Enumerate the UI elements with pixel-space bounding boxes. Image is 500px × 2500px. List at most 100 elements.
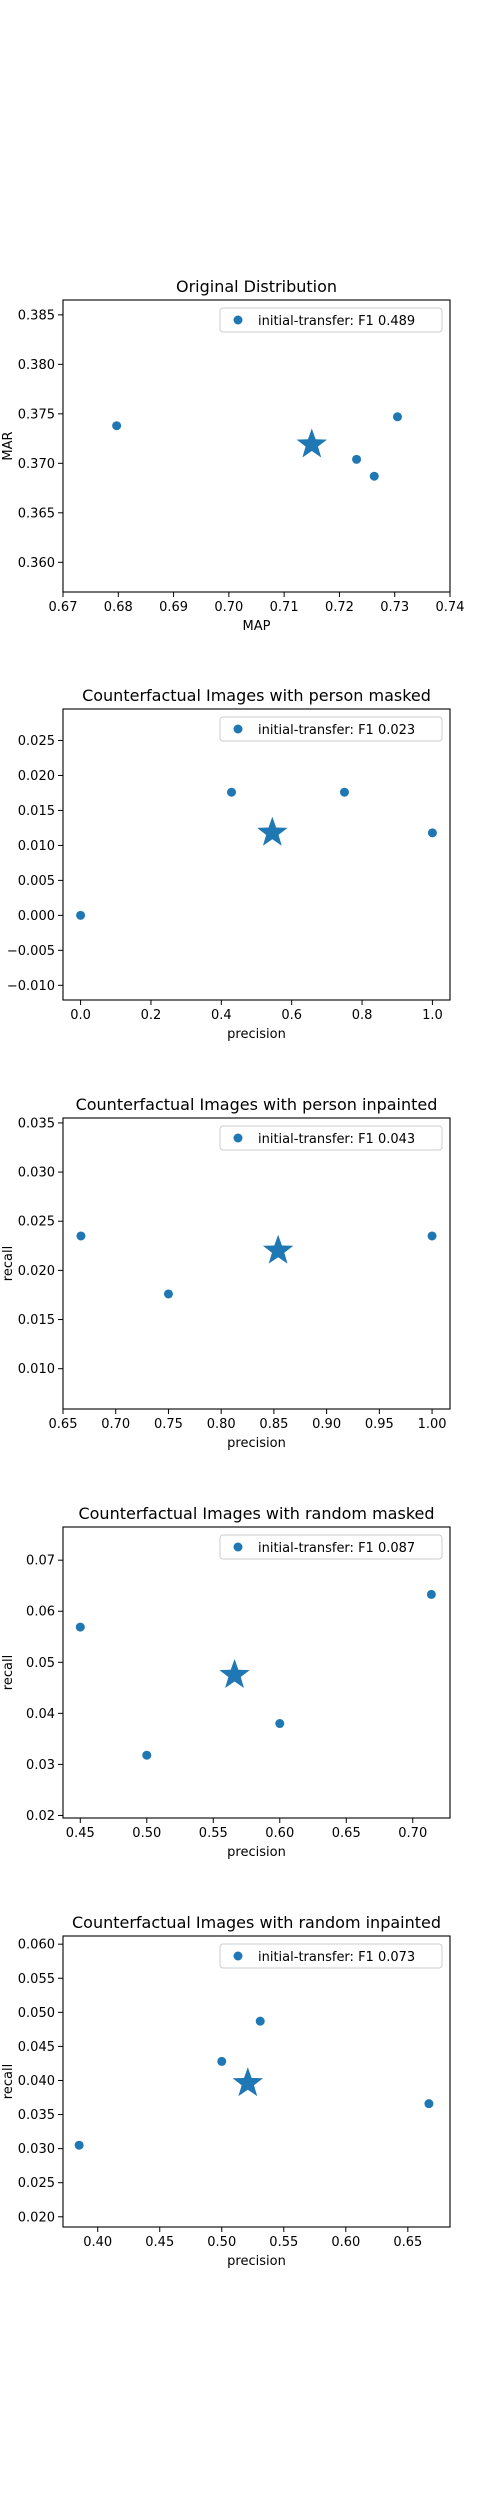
data-point: [369, 471, 379, 481]
mean-star-marker: [257, 816, 288, 846]
y-tick-label: 0.385: [18, 308, 55, 323]
mean-star-marker: [232, 2067, 264, 2097]
chart-title: Counterfactual Images with random inpain…: [72, 1913, 441, 1932]
y-tick-label: −0.005: [7, 944, 55, 959]
chart-title: Counterfactual Images with person inpain…: [76, 1095, 438, 1114]
data-point: [76, 910, 86, 920]
x-tick-label: 0.67: [49, 600, 78, 615]
x-tick-label: 0.85: [259, 1417, 288, 1432]
chart-panel-3: Counterfactual Images with person inpain…: [1, 1095, 451, 1451]
data-point: [392, 412, 402, 422]
chart-panel-5: Counterfactual Images with random inpain…: [1, 1913, 451, 2269]
y-tick-label: 0.060: [18, 1938, 55, 1953]
y-tick-label: 0.010: [18, 1362, 55, 1377]
y-tick-label: 0.030: [18, 2142, 55, 2157]
x-tick-label: 0.45: [145, 2235, 174, 2250]
y-tick-label: 0.380: [18, 358, 55, 373]
x-axis-label: precision: [227, 1845, 286, 1860]
x-tick-label: 0.4: [211, 1008, 232, 1023]
axes-frame: [62, 1935, 451, 2228]
axes-frame: [62, 1526, 451, 1819]
legend-marker: [233, 315, 243, 325]
y-tick-label: 0.020: [18, 1264, 55, 1279]
y-tick-label: 0.365: [18, 506, 55, 521]
x-tick-label: 0.68: [104, 600, 133, 615]
data-point: [339, 787, 349, 797]
legend-box: [219, 1943, 443, 1969]
x-tick-label: 0.55: [199, 1826, 228, 1841]
axes-frame: [62, 708, 451, 1001]
x-axis-label: precision: [227, 1027, 286, 1042]
mean-star-marker: [296, 428, 327, 458]
legend: initial-transfer: F1 0.489: [219, 307, 443, 333]
legend: initial-transfer: F1 0.073: [219, 1943, 443, 1969]
legend: initial-transfer: F1 0.043: [219, 1125, 443, 1151]
x-tick-label: 1.00: [418, 1417, 447, 1432]
y-tick-label: 0.05: [26, 1656, 55, 1671]
x-tick-label: 0.60: [265, 1826, 294, 1841]
legend-marker: [233, 1951, 243, 1961]
data-point: [112, 421, 122, 431]
y-axis-label: recall: [1, 1655, 16, 1690]
y-tick-label: 0.025: [18, 1215, 55, 1230]
y-tick-label: 0.04: [26, 1707, 55, 1722]
x-tick-label: 0.65: [332, 1826, 361, 1841]
y-tick-label: 0.050: [18, 2006, 55, 2021]
y-tick-label: 0.045: [18, 2040, 55, 2055]
data-point: [142, 1750, 152, 1760]
x-tick-label: 0.90: [312, 1417, 341, 1432]
y-axis-label: MAR: [1, 431, 16, 460]
y-tick-label: 0.020: [18, 769, 55, 784]
legend-label: initial-transfer: F1 0.087: [258, 1541, 415, 1556]
x-axis-label: precision: [227, 2254, 286, 2269]
data-point: [76, 1231, 86, 1241]
data-point: [75, 1622, 85, 1632]
x-tick-label: 0.40: [83, 2235, 112, 2250]
x-tick-label: 0.70: [101, 1417, 130, 1432]
x-tick-label: 0.75: [154, 1417, 183, 1432]
chart-title: Counterfactual Images with person masked: [82, 686, 431, 705]
y-tick-label: 0.03: [26, 1758, 55, 1773]
y-tick-label: 0.06: [26, 1605, 55, 1620]
data-point: [352, 454, 362, 464]
x-tick-label: 0.65: [393, 2235, 422, 2250]
y-tick-label: 0.000: [18, 909, 55, 924]
x-tick-label: 0.55: [269, 2235, 298, 2250]
x-tick-label: 0.0: [70, 1008, 91, 1023]
chart-title: Original Distribution: [176, 277, 337, 296]
mean-star-marker: [219, 1659, 250, 1688]
chart-panel-2: Counterfactual Images with person masked…: [7, 686, 451, 1042]
y-tick-label: 0.035: [18, 1116, 55, 1131]
legend: initial-transfer: F1 0.023: [219, 716, 443, 742]
y-tick-label: 0.005: [18, 874, 55, 889]
y-tick-label: 0.02: [26, 1809, 55, 1824]
data-point: [217, 2056, 227, 2066]
y-axis-label: recall: [1, 1246, 16, 1281]
x-tick-label: 0.65: [49, 1417, 78, 1432]
data-point: [255, 2016, 265, 2026]
y-tick-label: 0.020: [18, 2210, 55, 2225]
data-point: [427, 828, 437, 838]
x-axis-label: precision: [227, 1436, 286, 1451]
legend-box: [219, 1534, 443, 1560]
data-point: [227, 787, 237, 797]
x-tick-label: 0.74: [436, 600, 465, 615]
y-axis-label: recall: [1, 2064, 16, 2099]
data-point: [427, 1231, 437, 1241]
y-tick-label: 0.025: [18, 2176, 55, 2191]
mean-star-marker: [262, 1234, 294, 1264]
data-point: [426, 1589, 436, 1599]
x-tick-label: 0.73: [380, 600, 409, 615]
y-tick-label: 0.055: [18, 1972, 55, 1987]
x-tick-label: 0.70: [214, 600, 243, 615]
y-tick-label: 0.07: [26, 1554, 55, 1569]
legend-marker: [233, 724, 243, 734]
chart-panel-4: Counterfactual Images with random masked…: [1, 1504, 451, 1860]
data-point: [74, 2140, 84, 2150]
x-tick-label: 0.45: [66, 1826, 95, 1841]
y-tick-label: 0.015: [18, 1313, 55, 1328]
legend-box: [219, 307, 443, 333]
x-tick-label: 0.71: [270, 600, 299, 615]
axes-frame: [62, 299, 451, 593]
x-tick-label: 1.0: [422, 1008, 443, 1023]
